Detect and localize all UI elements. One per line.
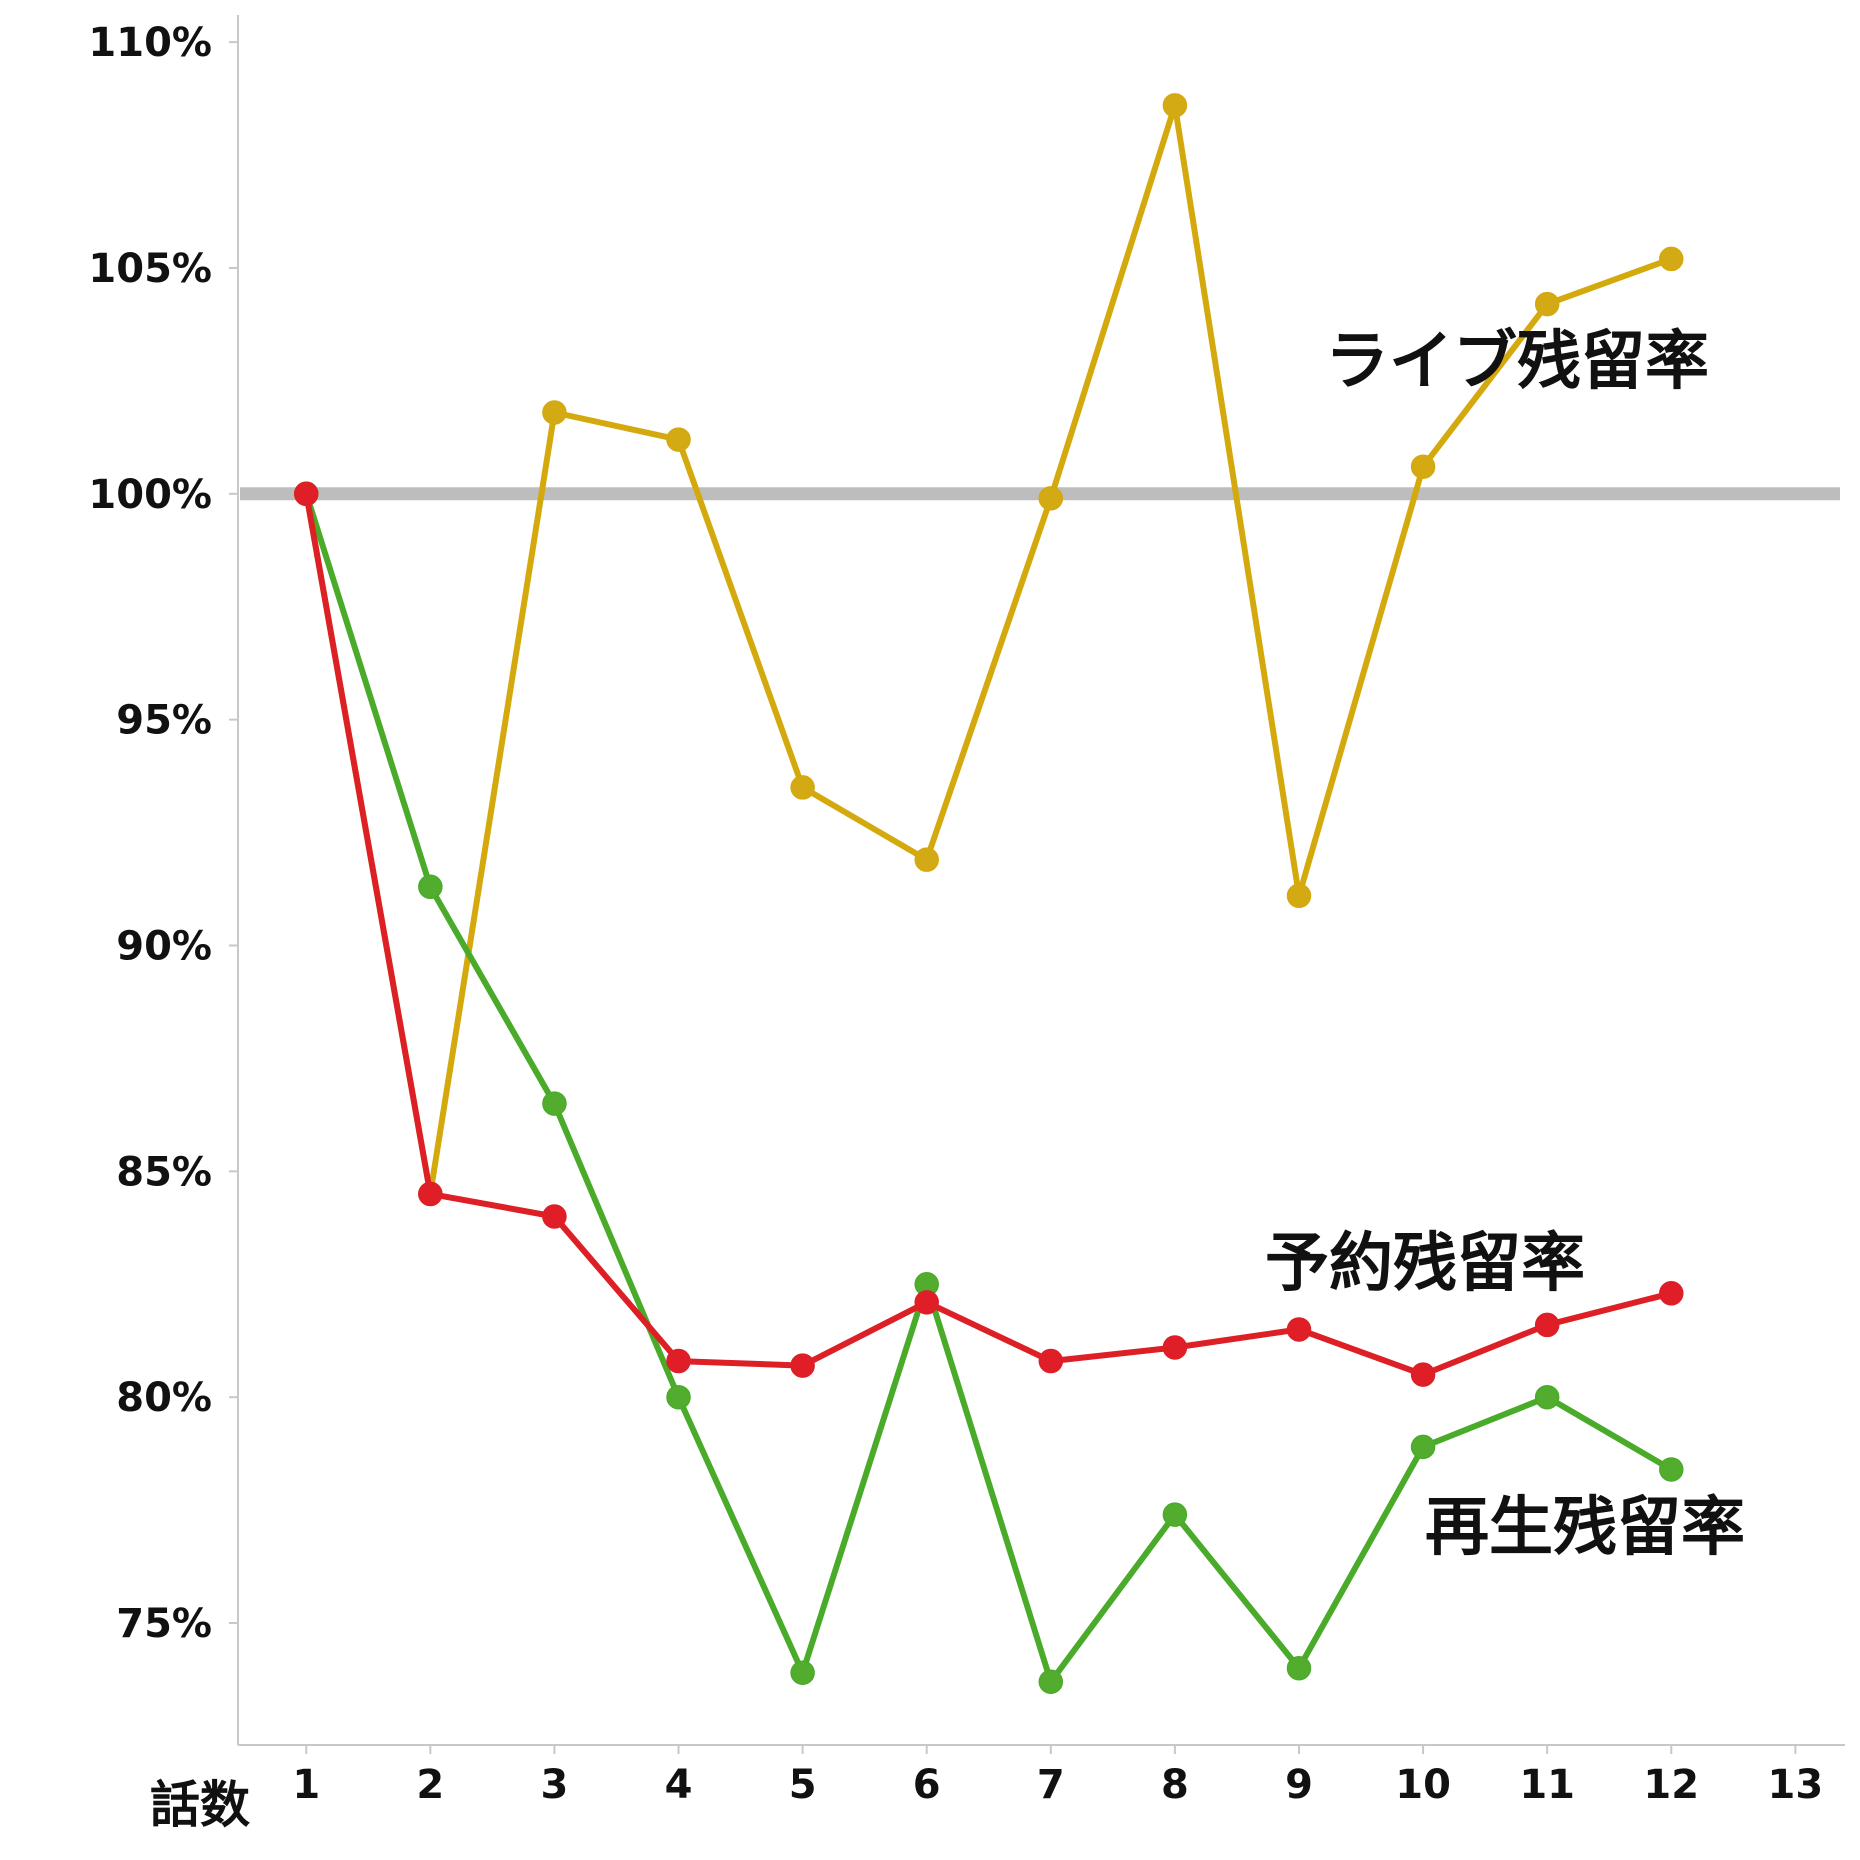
data-point (666, 1348, 691, 1374)
x-tick-label: 11 (1519, 1762, 1575, 1808)
data-point (1286, 1655, 1312, 1681)
y-tick-label: 100% (88, 472, 212, 518)
data-point (418, 1181, 443, 1207)
y-axis-ticks: 75% 80% 85% 90% 95% 100% 105% 110% (88, 20, 238, 1647)
y-tick-label: 110% (88, 20, 212, 66)
series-0 (294, 93, 1684, 1207)
data-point (1659, 1457, 1684, 1482)
series-label: ライブ残留率 (1325, 325, 1709, 399)
y-tick-label: 85% (116, 1149, 212, 1195)
data-point (542, 1204, 567, 1229)
data-point (666, 427, 691, 452)
data-point (1659, 246, 1684, 272)
y-tick-label: 75% (116, 1601, 212, 1647)
data-point (790, 1353, 815, 1378)
y-tick-label: 95% (116, 698, 212, 744)
x-tick-label: 6 (913, 1762, 941, 1808)
data-point (1038, 1348, 1064, 1374)
x-tick-label: 13 (1768, 1762, 1824, 1808)
x-tick-label: 1 (292, 1762, 320, 1808)
x-tick-label: 3 (541, 1762, 569, 1808)
data-point (1410, 454, 1436, 479)
data-point (1534, 1384, 1560, 1410)
series-1 (294, 481, 1684, 1695)
data-point (418, 874, 443, 900)
x-axis-ticks: 1 2 3 4 5 6 7 8 9 10 11 12 13 (292, 1745, 1823, 1808)
data-point (790, 1660, 815, 1685)
data-point (666, 1384, 691, 1410)
x-tick-label: 4 (665, 1762, 693, 1808)
series-group (294, 93, 1684, 1695)
data-point (1038, 1669, 1064, 1695)
series-label: 予約残留率 (1265, 1227, 1585, 1301)
x-tick-label: 10 (1395, 1762, 1451, 1808)
x-tick-label: 9 (1285, 1762, 1313, 1808)
y-tick-label: 90% (116, 923, 212, 969)
data-point (1410, 1434, 1436, 1460)
series-line (303, 102, 1673, 1197)
data-point (790, 775, 815, 800)
chart-axes (237, 15, 1845, 1746)
data-point (1534, 291, 1560, 317)
x-tick-label: 2 (416, 1762, 444, 1808)
data-point (1162, 1335, 1188, 1360)
x-tick-label: 12 (1643, 1762, 1699, 1808)
series-line (303, 493, 1673, 1378)
x-tick-label: 5 (789, 1762, 817, 1808)
y-tick-label: 105% (88, 246, 212, 292)
data-point (1534, 1312, 1560, 1338)
series-2 (294, 481, 1684, 1387)
data-point (542, 1091, 567, 1116)
x-tick-label: 7 (1037, 1762, 1065, 1808)
x-tick-label: 8 (1161, 1762, 1189, 1808)
x-axis-label: 話数 (150, 1776, 250, 1834)
data-point (1038, 486, 1064, 511)
data-point (1162, 93, 1188, 118)
data-point (914, 847, 939, 872)
data-point (1410, 1362, 1436, 1387)
data-point (294, 481, 319, 507)
data-point (1286, 1317, 1312, 1342)
data-point (1162, 1502, 1188, 1527)
data-point (542, 400, 567, 425)
y-tick-label: 80% (116, 1375, 212, 1421)
data-point (1659, 1281, 1684, 1306)
series-label: 再生残留率 (1425, 1491, 1745, 1565)
series-line (303, 492, 1673, 1685)
data-point (1286, 883, 1312, 909)
data-point (914, 1290, 939, 1315)
